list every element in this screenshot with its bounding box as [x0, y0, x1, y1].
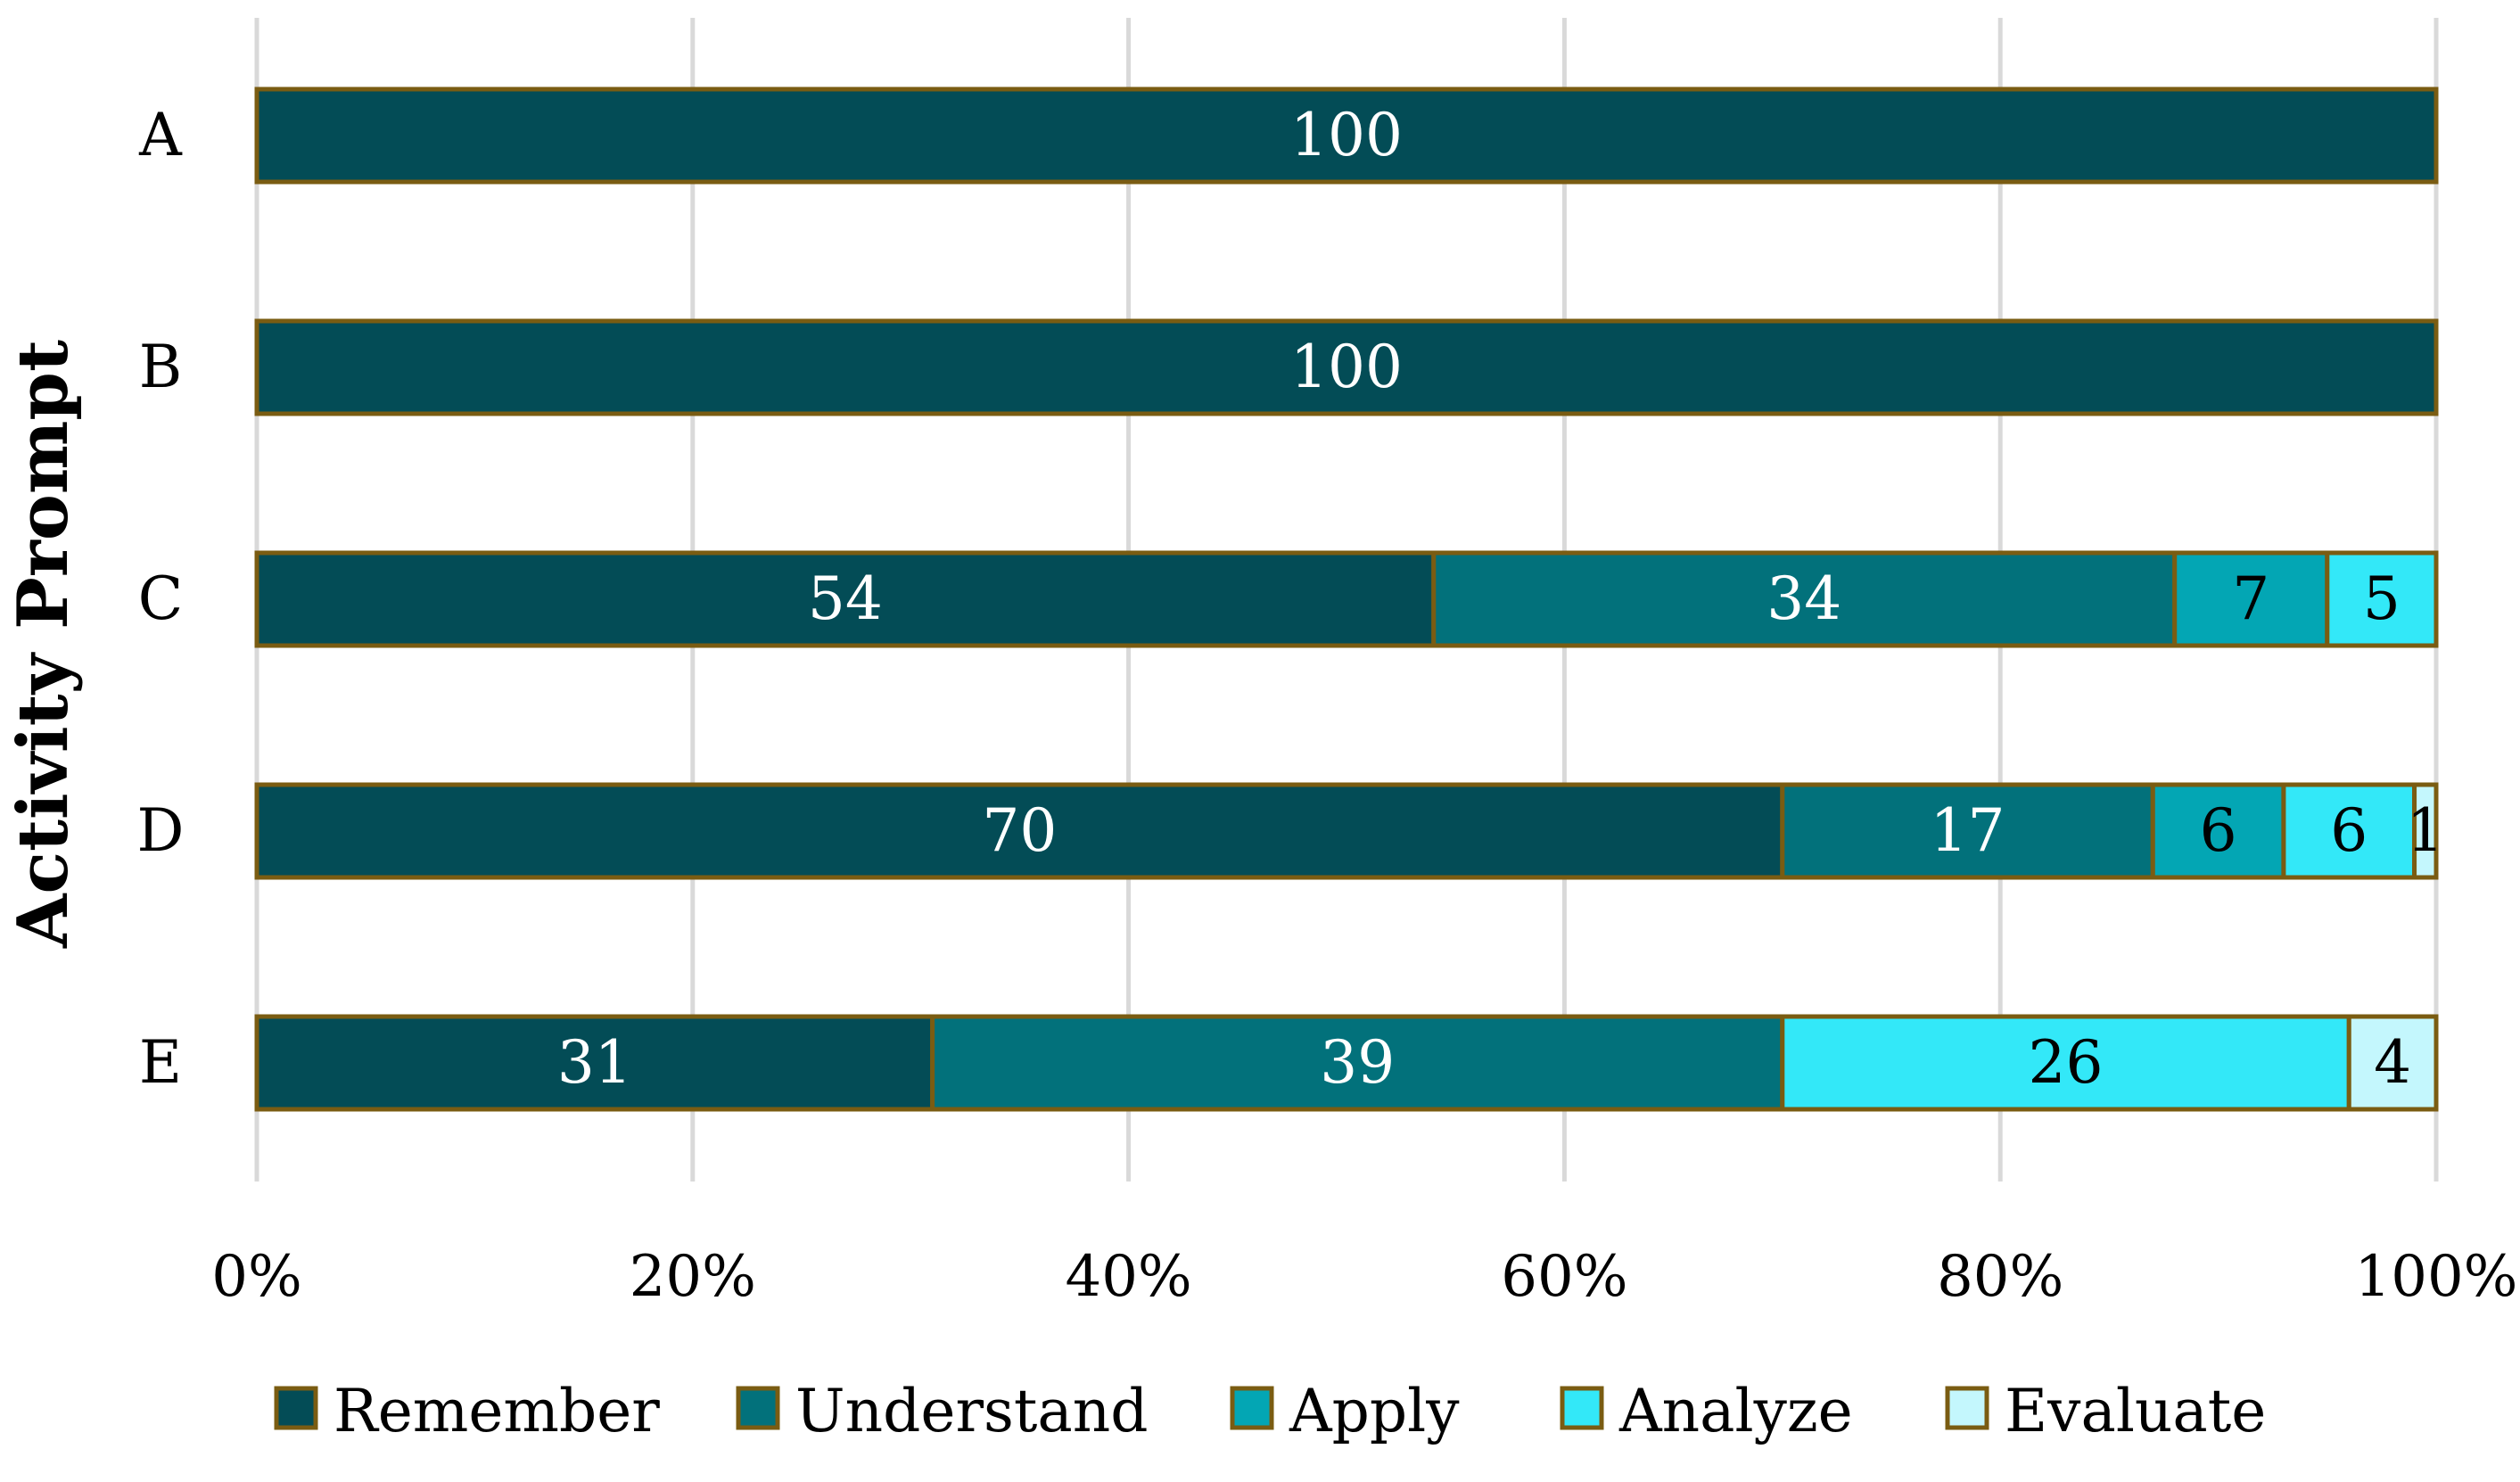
- x-tick-label: 20%: [630, 1244, 756, 1310]
- bar-segment-apply: [2172, 550, 2330, 648]
- legend-swatch: [274, 1386, 318, 1430]
- bar-segment-analyze: [1780, 1014, 2351, 1112]
- legend: Remember Understand Apply Analyze Evaluate: [274, 1377, 2266, 1445]
- bar-segment-understand: [1780, 782, 2155, 880]
- category-label: D: [137, 796, 185, 865]
- bar-segment-remember: [254, 318, 2439, 416]
- bar-segment-remember: [254, 86, 2439, 185]
- data-label: 31: [557, 1028, 632, 1097]
- category-label: C: [138, 564, 184, 633]
- bar-segment-evaluate: [2412, 782, 2439, 880]
- data-label: 7: [2232, 564, 2269, 633]
- data-label: 6: [2330, 796, 2368, 865]
- category-label: E: [139, 1028, 182, 1097]
- data-label: 100: [1290, 333, 1403, 401]
- bar-segment-apply: [2150, 782, 2286, 880]
- x-tick-label: 100%: [2355, 1244, 2518, 1310]
- data-label: 100: [1290, 101, 1403, 169]
- data-label: 26: [2029, 1028, 2104, 1097]
- legend-label: Remember: [334, 1377, 660, 1445]
- data-label: 5: [2363, 564, 2401, 633]
- data-label: 34: [1766, 564, 1841, 633]
- bar-segment-remember: [254, 782, 1785, 880]
- legend-swatch: [1230, 1386, 1274, 1430]
- x-tick-labels: 0% 20% 40% 60% 80% 100%: [211, 1244, 2517, 1310]
- legend-swatch: [736, 1386, 780, 1430]
- data-label: 4: [2374, 1028, 2411, 1097]
- legend-label: Evaluate: [2005, 1377, 2266, 1445]
- data-label: 6: [2200, 796, 2237, 865]
- category-label: A: [138, 101, 183, 169]
- bar-segment-evaluate: [2346, 1014, 2439, 1112]
- x-tick-label: 80%: [1937, 1244, 2063, 1310]
- data-label: 39: [1320, 1028, 1395, 1097]
- bar-segment-understand: [1431, 550, 2178, 648]
- legend-label: Understand: [795, 1377, 1148, 1445]
- legend-swatch: [1560, 1386, 1604, 1430]
- bar-segment-understand: [930, 1014, 1785, 1112]
- legend-label: Analyze: [1618, 1377, 1853, 1445]
- x-tick-label: 0%: [211, 1244, 302, 1310]
- category-label: B: [139, 333, 183, 401]
- legend-label: Apply: [1289, 1377, 1460, 1445]
- y-axis-label: Activity Prompt: [3, 340, 84, 949]
- category-labels: A B C D E: [137, 101, 185, 1097]
- x-tick-label: 60%: [1501, 1244, 1627, 1310]
- bar-segment-analyze: [2325, 550, 2439, 648]
- data-label: 17: [1931, 796, 2005, 865]
- data-label: 1: [2407, 796, 2444, 865]
- x-tick-label: 40%: [1065, 1244, 1191, 1310]
- legend-swatch: [1945, 1386, 1989, 1430]
- bar-segment-analyze: [2281, 782, 2417, 880]
- bar-segment-remember: [254, 1014, 935, 1112]
- data-label: 54: [808, 564, 883, 633]
- data-label: 70: [982, 796, 1057, 865]
